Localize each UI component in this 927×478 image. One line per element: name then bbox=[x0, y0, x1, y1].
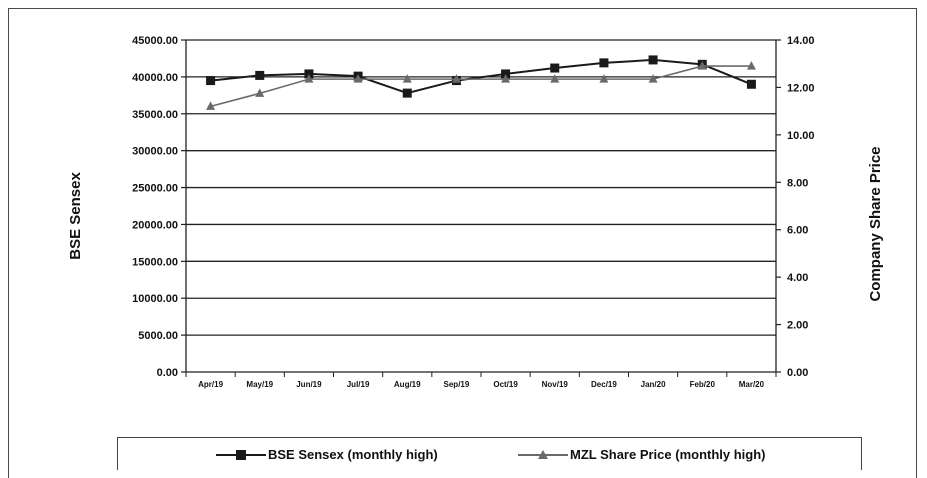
right-y-ticks: 0.00 2.00 4.00 6.00 8.00 10.00 12.00 14.00 bbox=[776, 35, 815, 379]
mzl-share-price-point bbox=[697, 61, 707, 70]
legend-label-bse: BSE Sensex (monthly high) bbox=[268, 447, 438, 462]
x-tick-label: Mar/20 bbox=[739, 380, 765, 389]
right-tick-label: 14.00 bbox=[787, 35, 815, 47]
x-tick-label: Jun/19 bbox=[296, 380, 322, 389]
legend-item-mzl: MZL Share Price (monthly high) bbox=[518, 447, 766, 462]
mzl-share-price-point bbox=[746, 61, 756, 70]
x-tick-label: Sep/19 bbox=[444, 380, 470, 389]
bse-sensex-point bbox=[402, 88, 412, 98]
right-tick-label: 0.00 bbox=[787, 367, 808, 379]
bse-sensex-point bbox=[746, 79, 756, 89]
legend-item-bse: BSE Sensex (monthly high) bbox=[216, 447, 438, 462]
right-tick-label: 6.00 bbox=[787, 225, 808, 237]
bse-sensex-point bbox=[206, 76, 216, 86]
mzl-share-price-point bbox=[550, 74, 560, 83]
mzl-share-price-point bbox=[402, 74, 412, 83]
bse-sensex-point bbox=[255, 70, 265, 80]
x-tick-label: Jan/20 bbox=[641, 380, 666, 389]
x-tick-label: Nov/19 bbox=[542, 380, 569, 389]
right-axis-title: Company Share Price bbox=[867, 146, 884, 301]
mzl-share-price-point bbox=[304, 74, 314, 83]
series-layer bbox=[206, 55, 756, 110]
right-tick-label: 2.00 bbox=[787, 320, 808, 332]
left-tick-label: 20000.00 bbox=[132, 219, 178, 231]
left-tick-label: 10000.00 bbox=[132, 293, 178, 305]
mzl-share-price-point bbox=[501, 74, 511, 83]
x-tick-label: Feb/20 bbox=[690, 380, 716, 389]
chart-frame bbox=[8, 8, 917, 478]
left-tick-label: 25000.00 bbox=[132, 183, 178, 195]
x-tick-label: Jul/19 bbox=[347, 380, 370, 389]
mzl-share-price-point bbox=[353, 74, 363, 83]
legend-sample-triangle bbox=[518, 449, 568, 459]
legend-sample-square bbox=[216, 449, 266, 460]
legend: BSE Sensex (monthly high) MZL Share Pric… bbox=[117, 437, 862, 470]
x-ticks: Apr/19 May/19 Jun/19 Jul/19 Aug/19 Sep/19 Oct/… bbox=[185, 372, 777, 389]
x-tick-label: Oct/19 bbox=[493, 380, 518, 389]
left-tick-label: 30000.00 bbox=[132, 146, 178, 158]
x-tick-label: May/19 bbox=[246, 380, 273, 389]
x-tick-label: Apr/19 bbox=[198, 380, 223, 389]
bse-sensex-point bbox=[501, 69, 511, 79]
mzl-share-price-point bbox=[451, 74, 461, 83]
left-tick-label: 45000.00 bbox=[132, 35, 178, 47]
bse-sensex-point bbox=[599, 58, 609, 68]
x-tick-label: Aug/19 bbox=[394, 380, 421, 389]
series-line-mzl-share-price bbox=[210, 65, 752, 108]
left-y-ticks: 0.00 5000.00 10000.00 15000.00 20000.00 25000… bbox=[132, 35, 186, 379]
series-line-bse-sensex bbox=[210, 58, 752, 95]
mzl-share-price-point bbox=[648, 74, 658, 83]
right-tick-label: 12.00 bbox=[787, 82, 815, 94]
left-tick-label: 35000.00 bbox=[132, 109, 178, 121]
right-tick-label: 4.00 bbox=[787, 272, 808, 284]
right-tick-label: 8.00 bbox=[787, 177, 808, 189]
mzl-share-price-point bbox=[206, 101, 216, 110]
x-tick-label: Dec/19 bbox=[591, 380, 617, 389]
left-tick-label: 5000.00 bbox=[138, 330, 178, 342]
bse-sensex-point bbox=[550, 63, 560, 73]
left-tick-label: 15000.00 bbox=[132, 256, 178, 268]
grid-lines bbox=[186, 39, 776, 336]
bse-sensex-point bbox=[648, 55, 658, 65]
mzl-share-price-point bbox=[255, 88, 265, 97]
left-axis-title: BSE Sensex bbox=[67, 172, 84, 260]
left-tick-label: 40000.00 bbox=[132, 72, 178, 84]
line-chart: 0.00 5000.00 10000.00 15000.00 20000.00 25000… bbox=[67, 35, 884, 389]
legend-label-mzl: MZL Share Price (monthly high) bbox=[570, 447, 766, 462]
mzl-share-price-point bbox=[599, 74, 609, 83]
left-tick-label: 0.00 bbox=[157, 367, 178, 379]
right-tick-label: 10.00 bbox=[787, 130, 815, 142]
bse-sensex-point bbox=[304, 69, 314, 79]
